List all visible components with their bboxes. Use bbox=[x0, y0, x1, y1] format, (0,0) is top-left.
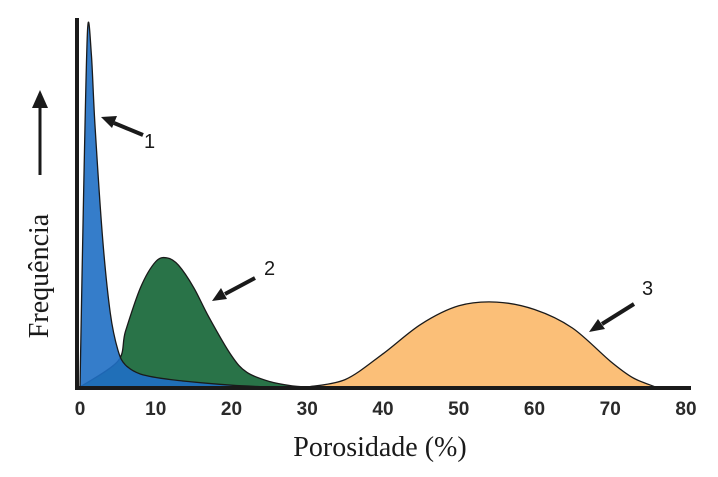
x-tick-label: 10 bbox=[145, 399, 166, 420]
x-tick-label: 0 bbox=[75, 399, 86, 420]
y-axis-arrow-icon bbox=[32, 90, 48, 175]
x-tick-labels: 0 10 20 30 40 50 60 70 80 bbox=[75, 399, 697, 420]
peak-label-1: 1 bbox=[144, 131, 155, 153]
x-tick-label: 60 bbox=[524, 399, 545, 420]
x-tick-label: 40 bbox=[372, 399, 393, 420]
peak-label-3: 3 bbox=[642, 278, 653, 300]
y-axis-title: Frequência bbox=[24, 213, 55, 338]
x-tick-label: 70 bbox=[600, 399, 621, 420]
distribution-area-3 bbox=[307, 301, 656, 388]
x-tick-label: 30 bbox=[297, 399, 318, 420]
distribution-area-2 bbox=[77, 256, 308, 388]
x-tick-label: 50 bbox=[448, 399, 469, 420]
pointer-arrow-3 bbox=[589, 302, 636, 332]
distribution-areas bbox=[77, 21, 656, 388]
pointer-arrow-2 bbox=[212, 276, 256, 301]
x-tick-label: 80 bbox=[675, 399, 696, 420]
x-tick-label: 20 bbox=[221, 399, 242, 420]
pointer-arrow-1 bbox=[101, 116, 144, 137]
distribution-area-1 bbox=[79, 21, 270, 388]
x-axis-title: Porosidade (%) bbox=[293, 432, 466, 463]
peak-label-2: 2 bbox=[264, 258, 275, 280]
